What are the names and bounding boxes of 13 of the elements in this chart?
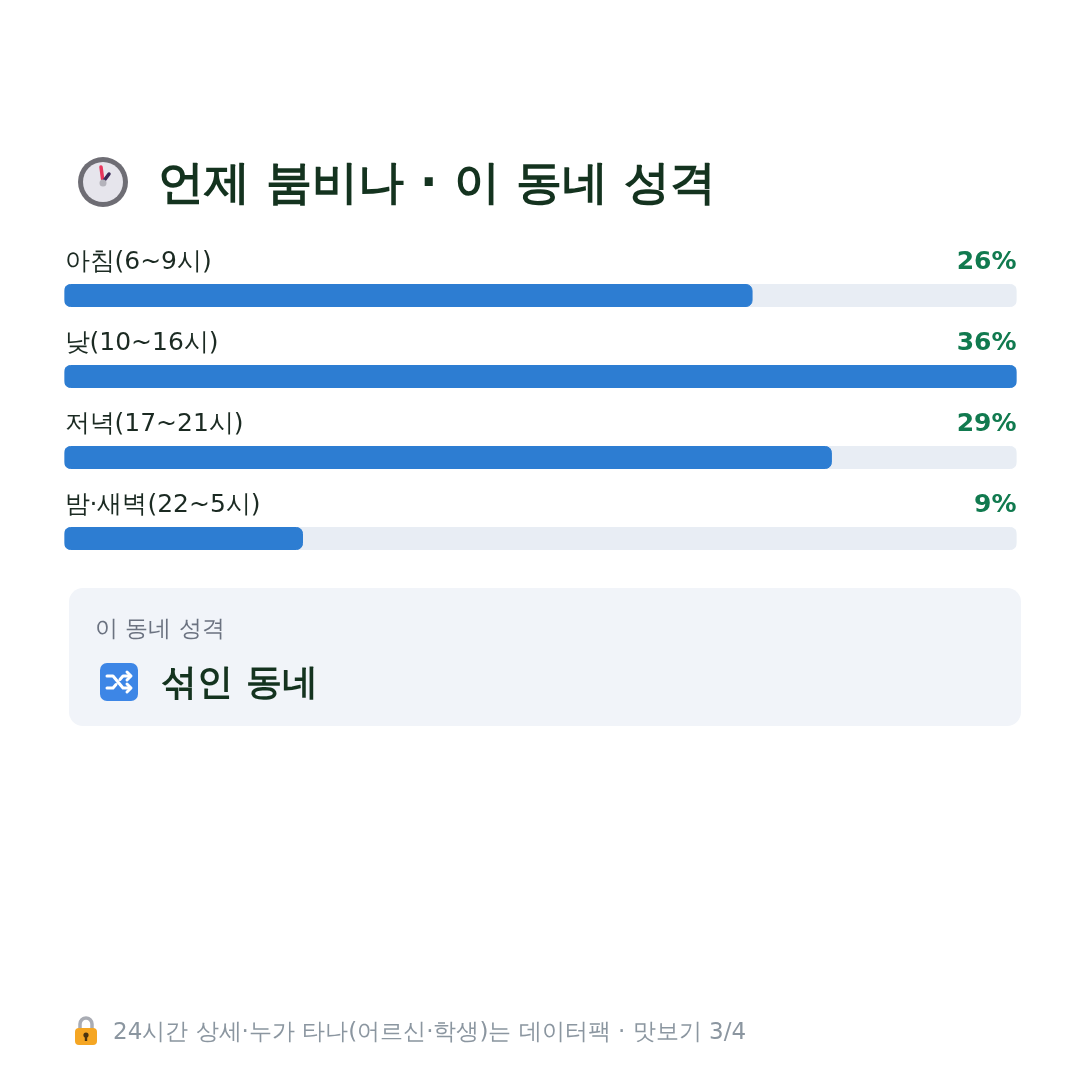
data-label: 9% [974,489,1017,518]
text: 24시간 상세·누가 타나(어르신·학생)는 데이터팩 · 맛보기 3/4 [113,1017,747,1046]
y-tick-label: 저녁(17~21시) [64,408,244,437]
bar [64,527,303,550]
text: 이 동네 성격 [95,614,225,643]
chart-title: 언제 붐비나 · 이 동네 성격 [158,154,716,211]
data-label: 36% [956,327,1017,356]
text: 섞인 동네 [161,660,318,704]
data-label: 26% [956,246,1017,275]
data-label: 29% [956,408,1017,437]
y-tick-label: 밤·새벽(22~5시) [64,489,261,518]
y-tick-label: 아침(6~9시) [64,246,212,275]
y-tick-label: 낮(10~16시) [64,327,219,356]
